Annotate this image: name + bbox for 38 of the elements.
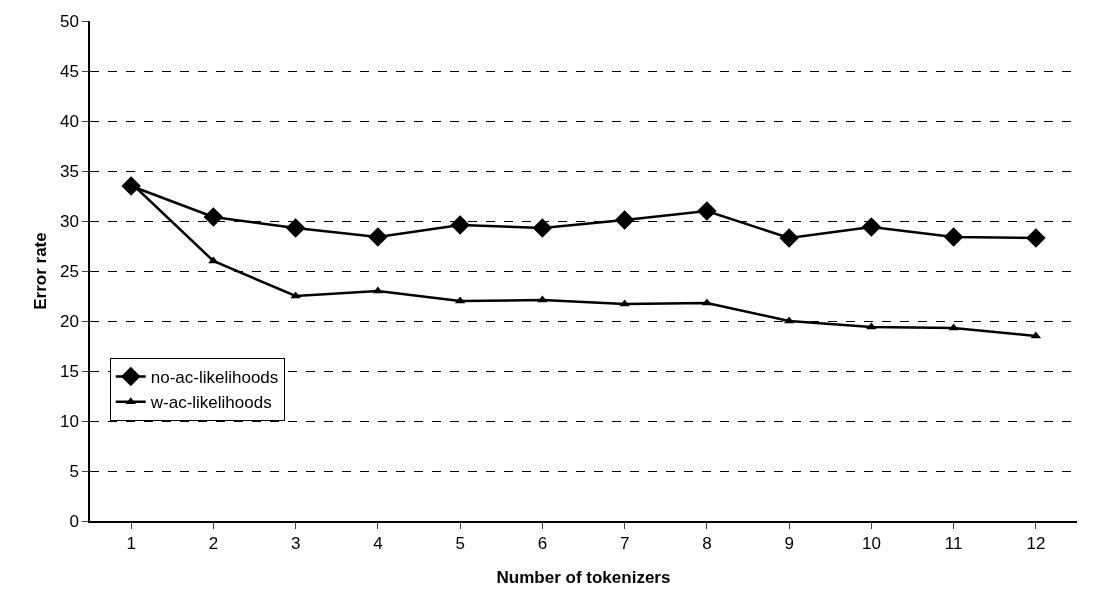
y-tick-label: 45 [59, 61, 79, 81]
x-tick-label: 7 [619, 534, 630, 554]
x-tick-label: 8 [702, 534, 712, 554]
point [203, 207, 224, 227]
x-tick-label: 10 [861, 534, 881, 554]
x-tick-label: 3 [290, 534, 301, 554]
y-tick-label: 20 [59, 311, 79, 331]
point [614, 210, 635, 230]
y-tick-label: 30 [59, 211, 79, 231]
x-tick-label: 12 [1026, 534, 1046, 554]
point [285, 218, 306, 238]
y-axis-title: Error rate [30, 232, 50, 310]
y-tick-label: 40 [59, 111, 79, 131]
y-tick-label: 5 [69, 461, 79, 481]
x-tick-label: 5 [455, 534, 465, 554]
point [943, 227, 964, 247]
x-tick-label: 4 [373, 534, 383, 554]
legend-label: no-ac-likelihoods [150, 368, 279, 388]
point [861, 217, 882, 237]
point [779, 228, 799, 248]
y-tick-label: 10 [59, 411, 79, 431]
x-tick-label: 2 [208, 534, 219, 554]
y-tick-label: 0 [69, 511, 79, 531]
x-tick-label: 11 [944, 534, 963, 554]
x-tick-label: 9 [784, 534, 794, 554]
y-tick-label: 25 [59, 261, 79, 281]
legend-label: w-ac-likelihoods [149, 393, 272, 413]
point [697, 201, 717, 221]
y-tick-label: 35 [59, 161, 79, 181]
x-tick-label: 6 [537, 534, 548, 554]
y-tick-label: 15 [59, 361, 79, 381]
x-axis-title: Number of tokenizers [496, 567, 671, 587]
point [1026, 228, 1046, 248]
point [532, 218, 553, 238]
point [450, 215, 470, 235]
point [368, 227, 388, 247]
x-tick-label: 1 [126, 534, 136, 554]
y-tick-label: 50 [59, 11, 79, 31]
